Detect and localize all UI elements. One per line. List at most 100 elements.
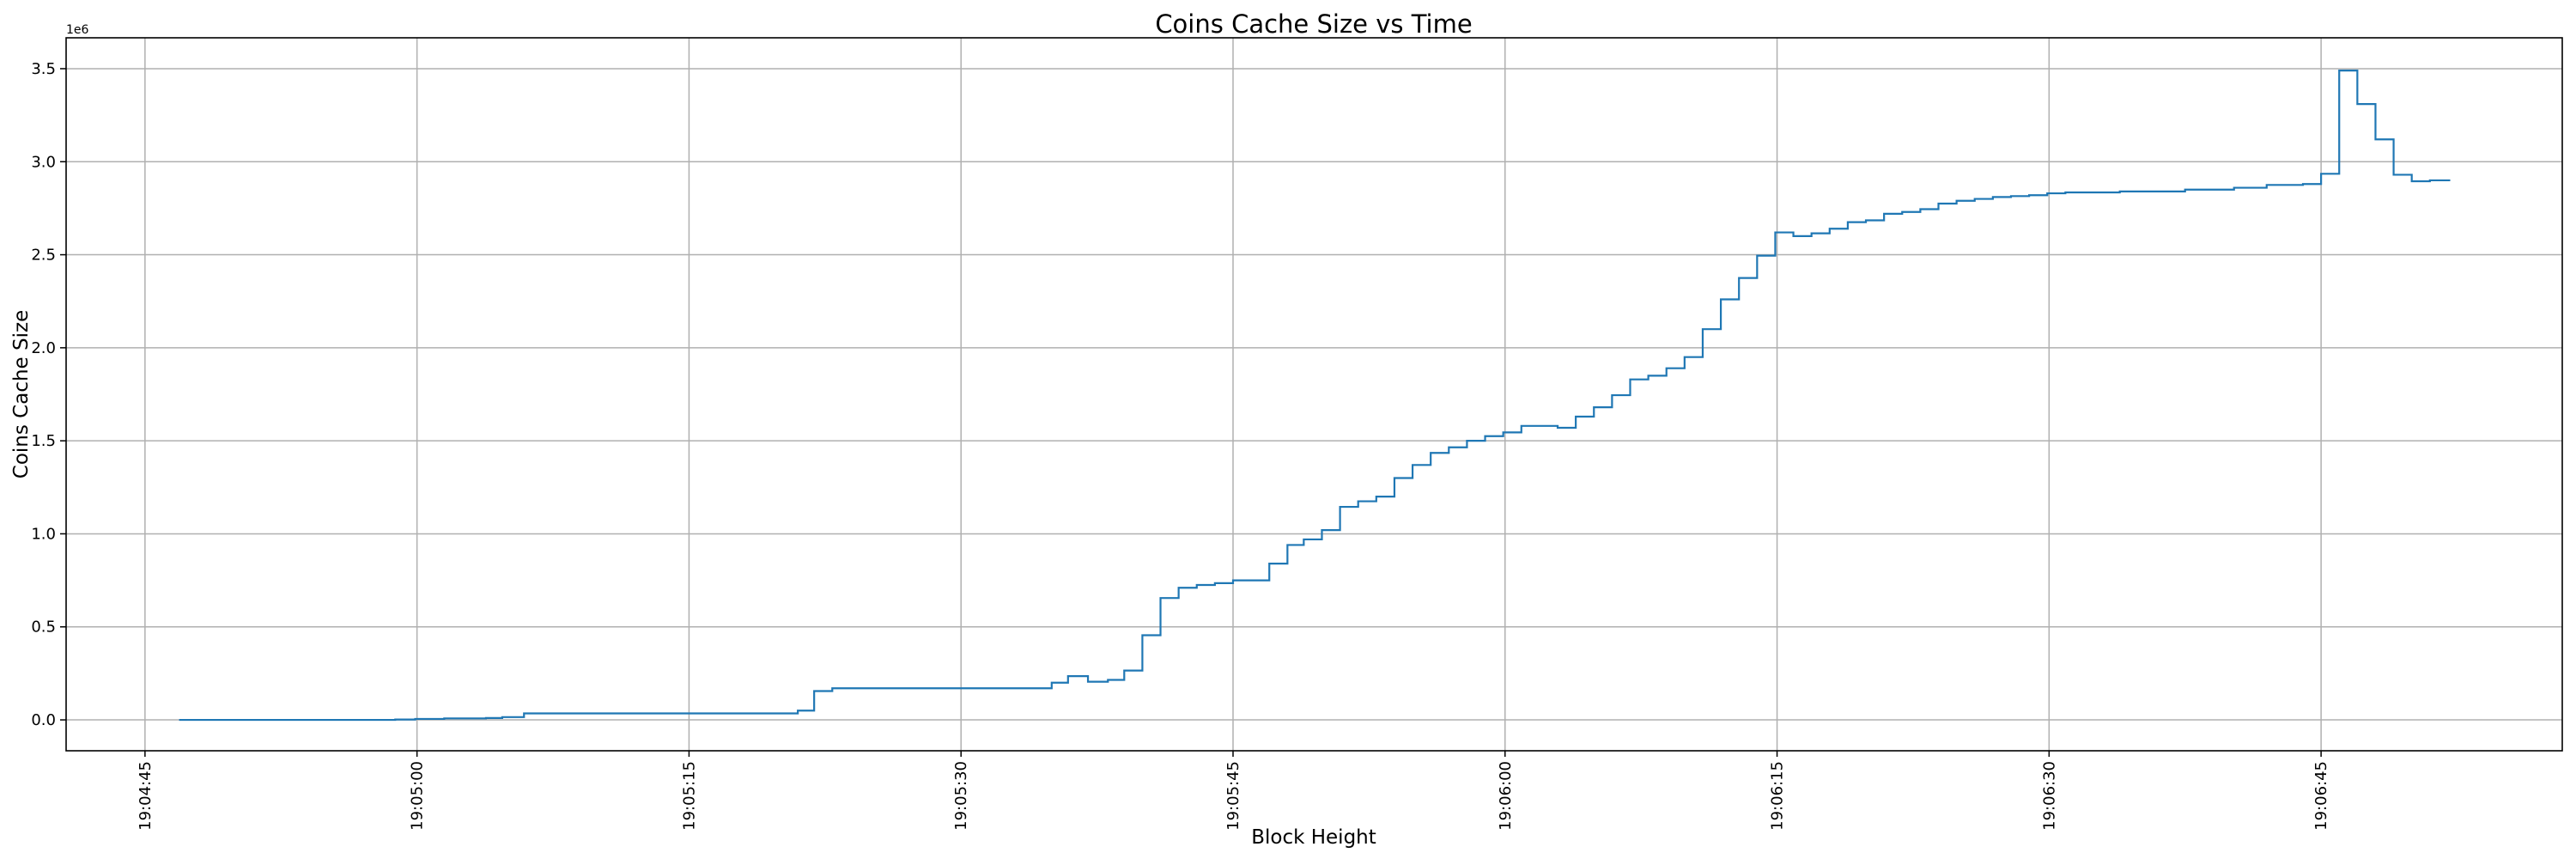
y-tick-label: 1.0 [31,525,56,543]
data-point [1123,669,1126,672]
data-point [1810,232,1813,235]
data-point [2010,195,2012,198]
data-point [1557,427,1558,429]
data-point [1430,452,1431,454]
data-point [2028,194,2030,197]
data-point [1051,681,1053,684]
data-point [2410,180,2413,182]
data-point [1883,213,1885,215]
data-point [1684,356,1686,358]
data-point [1195,584,1198,586]
ticks-group: 19:04:45 19:05:00 19:05:15 19:05:30 19:05:45… [31,60,2330,831]
data-point [1159,597,1162,599]
data-point [2184,188,2186,191]
data-point [1357,500,1359,503]
data-point [1575,416,1577,417]
data-point [1629,378,1631,381]
data-point [1466,440,1468,442]
y-tick-label: 2.0 [31,339,56,357]
data-point [1268,563,1271,564]
data-point [1376,496,1377,497]
data-point [1792,235,1795,237]
y-tick-label: 0.5 [31,618,56,637]
data-point [179,719,180,721]
data-point [2374,138,2377,141]
data-point [1394,477,1395,479]
data-point [1484,435,1486,437]
data-point [1232,579,1234,582]
data-point [1067,675,1069,677]
y-offset-label: 1e6 [66,23,89,37]
grid [66,38,2562,751]
data-point [1611,394,1613,396]
data-point [1087,680,1089,683]
x-tick-label: 19:04:45 [137,761,155,831]
data-point [797,710,799,712]
data-point [1865,219,1867,222]
data-point [1321,529,1323,531]
data-point [2064,192,2067,193]
data-point [1955,199,1958,202]
x-tick-label: 19:06:30 [2040,761,2058,831]
y-axis-label: Coins Cache Size [10,310,33,478]
data-point [2449,180,2451,181]
data-point [813,690,815,692]
y-tick-label: 2.5 [31,247,56,265]
data-point [1647,375,1649,377]
data-point [501,716,503,718]
data-point [2338,70,2341,71]
y-tick-label: 1.5 [31,432,56,450]
data-point [831,687,834,690]
data-point [1665,367,1668,369]
data-point [1412,464,1413,466]
data-point [2046,192,2049,194]
data-point [1937,203,1940,204]
data-point [1303,539,1305,540]
data-point [1520,425,1522,427]
x-axis-label: Block Height [1251,826,1376,849]
data-point [2392,174,2395,176]
chart-title: Coins Cache Size vs Time [1155,9,1472,39]
data-point [1756,254,1759,257]
data-point [1448,446,1450,448]
x-tick-label: 19:05:45 [1224,761,1242,831]
data-point [2233,186,2235,189]
data-point [2118,191,2121,192]
data-point [523,712,526,715]
data-point [1339,506,1341,508]
data-point [1738,277,1741,279]
data-point [414,718,416,720]
x-tick-label: 19:06:45 [2312,761,2330,831]
data-point [1973,198,1976,200]
data-point [2356,103,2359,105]
data-point [443,717,446,720]
data-point [1107,679,1109,681]
data-point [2265,184,2268,186]
data-point [1847,221,1849,223]
data-point [1992,196,1994,198]
data-point [1502,431,1504,434]
data-point [1901,210,1904,213]
data-point [2320,173,2322,175]
data-point [485,717,487,719]
data-point [1774,231,1777,234]
x-tick-label: 19:05:15 [680,761,698,831]
data-point [1829,228,1831,230]
x-tick-label: 19:05:00 [409,761,427,831]
plot-frame [65,37,2563,752]
x-tick-label: 19:05:30 [952,761,970,831]
y-tick-label: 3.5 [31,60,56,78]
data-point [2302,183,2304,186]
data-point [1214,582,1216,584]
data-point [1141,634,1144,637]
data-point [1720,298,1722,301]
y-tick-label: 0.0 [31,711,56,729]
x-tick-label: 19:06:00 [1497,761,1515,831]
data-point [394,718,397,721]
data-point [2429,180,2431,181]
data-point [1286,544,1289,546]
data-point [1919,208,1922,210]
y-tick-label: 3.0 [31,153,56,171]
